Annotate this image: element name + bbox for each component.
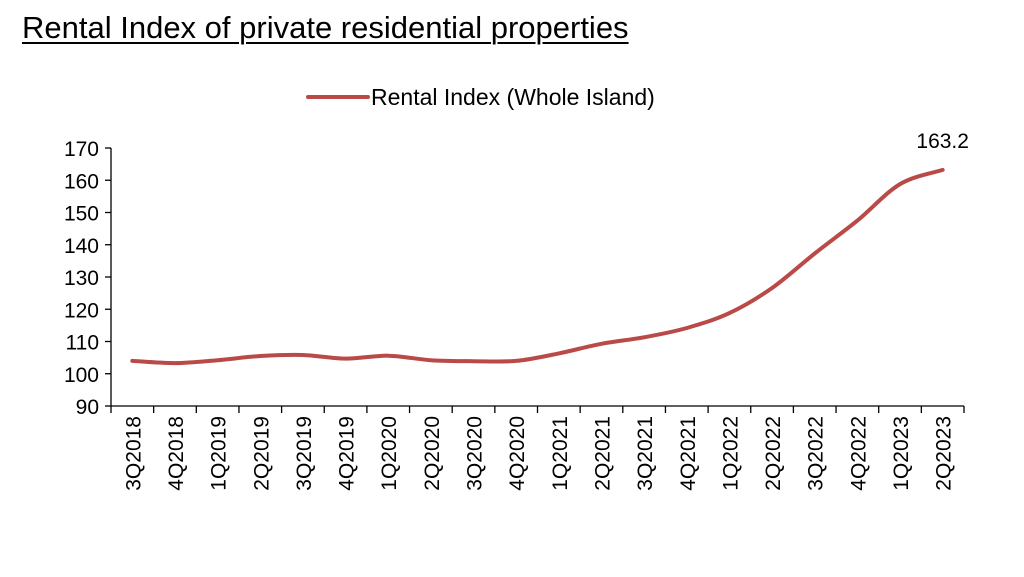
data-point — [301, 353, 305, 357]
page-title: Rental Index of private residential prop… — [22, 10, 629, 45]
x-tick-label: 1Q2023 — [890, 416, 913, 491]
data-point — [685, 326, 689, 330]
data-point — [429, 358, 433, 362]
chart-legend: Rental Index (Whole Island) — [306, 84, 655, 110]
data-point — [855, 219, 859, 223]
data-point — [557, 351, 561, 355]
data-label: 163.2 — [916, 130, 969, 153]
x-axis-ticks: 3Q2018 4Q2018 1Q2019 2Q2019 3Q2019 4Q2019 1Q20… — [110, 406, 965, 491]
data-point — [173, 361, 177, 365]
y-tick-label: 170 — [64, 138, 99, 161]
data-point — [386, 354, 390, 358]
x-tick-label: 4Q2022 — [847, 416, 870, 491]
x-tick-label: 1Q2020 — [378, 416, 401, 491]
x-tick-label: 2Q2020 — [421, 416, 444, 491]
data-point — [216, 358, 220, 362]
chart-axes — [110, 148, 964, 407]
data-point — [642, 335, 646, 339]
chart-series — [130, 167, 945, 366]
x-tick-label: 3Q2019 — [293, 416, 316, 491]
data-point — [941, 168, 945, 172]
series-line-rental-index — [130, 167, 945, 366]
data-point — [344, 357, 348, 361]
y-tick-label: 150 — [64, 203, 99, 226]
data-point — [770, 286, 774, 290]
x-tick-label: 4Q2020 — [506, 416, 529, 491]
x-tick-label: 3Q2022 — [805, 416, 828, 491]
y-tick-label: 110 — [66, 332, 99, 355]
y-tick-label: 100 — [64, 364, 99, 387]
y-tick-label: 160 — [64, 170, 99, 193]
x-tick-label: 2Q2022 — [762, 416, 785, 491]
y-tick-label: 90 — [76, 396, 99, 419]
x-tick-label: 1Q2019 — [208, 416, 231, 491]
y-tick-label: 130 — [64, 267, 99, 290]
x-tick-label: 2Q2021 — [591, 416, 614, 491]
x-tick-label: 4Q2021 — [677, 416, 700, 491]
y-tick-label: 120 — [64, 299, 99, 322]
x-tick-label: 4Q2019 — [336, 416, 359, 491]
x-tick-label: 2Q2023 — [933, 416, 956, 491]
x-tick-label: 2Q2019 — [250, 416, 273, 491]
data-point — [130, 359, 134, 363]
data-labels: 163.2 — [916, 130, 969, 153]
x-tick-label: 3Q2021 — [634, 416, 657, 491]
y-axis-ticks: 90 100 110 120 130 140 150 160 170 — [64, 138, 111, 419]
x-tick-label: 4Q2018 — [165, 416, 188, 491]
data-point — [514, 359, 518, 363]
data-point — [727, 311, 731, 315]
data-point — [898, 182, 902, 186]
data-point — [258, 354, 262, 358]
x-tick-label: 3Q2018 — [122, 416, 145, 491]
data-point — [813, 251, 817, 255]
data-point — [472, 359, 476, 363]
x-tick-label: 3Q2020 — [464, 416, 487, 491]
data-point — [599, 342, 603, 346]
x-tick-label: 1Q2021 — [549, 416, 572, 491]
legend-label: Rental Index (Whole Island) — [371, 84, 655, 110]
x-tick-label: 1Q2022 — [719, 416, 742, 491]
y-tick-label: 140 — [64, 235, 99, 258]
